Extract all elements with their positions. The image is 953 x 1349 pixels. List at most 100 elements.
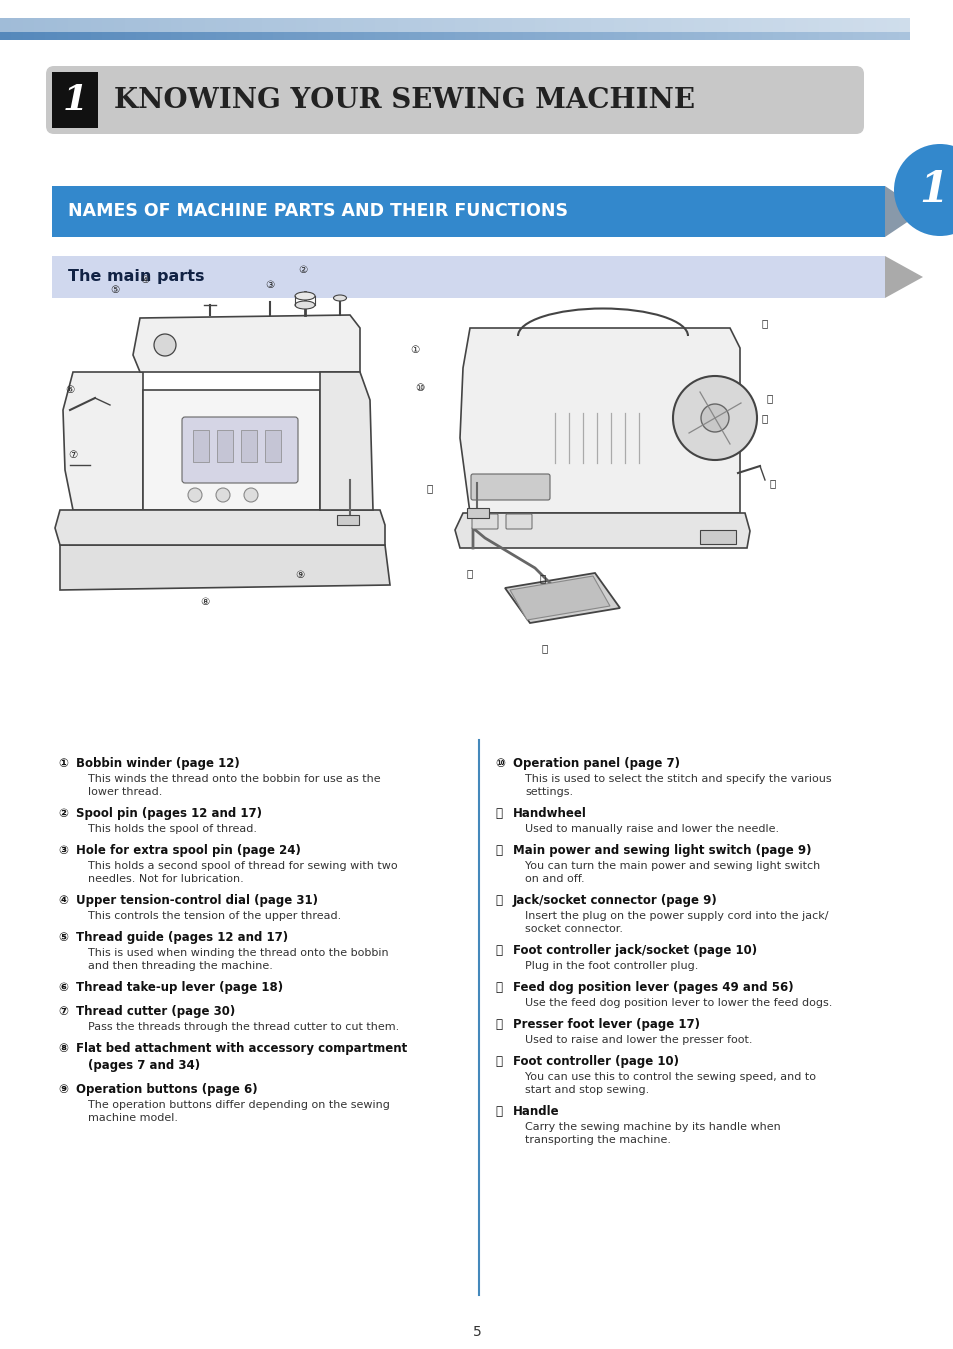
Bar — [238, 18, 250, 32]
Text: Feed dog position lever (pages 49 and 56): Feed dog position lever (pages 49 and 56… — [513, 981, 793, 994]
Bar — [102, 32, 113, 40]
Bar — [420, 18, 432, 32]
Bar — [716, 18, 727, 32]
Text: Flat bed attachment with accessory compartment: Flat bed attachment with accessory compa… — [76, 1041, 407, 1055]
Text: Pass the threads through the thread cutter to cut them.: Pass the threads through the thread cutt… — [88, 1023, 399, 1032]
Bar — [295, 32, 307, 40]
Polygon shape — [319, 372, 373, 510]
Ellipse shape — [294, 301, 314, 309]
Bar — [648, 18, 659, 32]
Text: ⑧: ⑧ — [200, 598, 210, 607]
Text: The main parts: The main parts — [68, 270, 204, 285]
Text: ⑦: ⑦ — [69, 451, 77, 460]
Text: 1: 1 — [919, 169, 947, 210]
Text: Used to manually raise and lower the needle.: Used to manually raise and lower the nee… — [524, 824, 779, 834]
Text: ⑪: ⑪ — [495, 807, 501, 820]
Text: ⑭: ⑭ — [539, 573, 545, 583]
Text: Jack/socket connector (page 9): Jack/socket connector (page 9) — [513, 894, 717, 907]
Bar — [386, 32, 397, 40]
Bar — [113, 32, 125, 40]
Polygon shape — [876, 186, 923, 237]
Bar — [625, 32, 637, 40]
Bar — [193, 18, 205, 32]
Bar — [330, 18, 341, 32]
Text: transporting the machine.: transporting the machine. — [524, 1135, 670, 1145]
Bar — [568, 32, 579, 40]
Text: You can turn the main power and sewing light switch: You can turn the main power and sewing l… — [524, 861, 820, 871]
Text: ⑱: ⑱ — [761, 318, 767, 328]
FancyBboxPatch shape — [471, 473, 550, 500]
Bar — [512, 32, 522, 40]
Text: (pages 7 and 34): (pages 7 and 34) — [88, 1059, 200, 1072]
Text: This winds the thread onto the bobbin for use as the: This winds the thread onto the bobbin fo… — [88, 774, 380, 784]
Bar — [353, 32, 364, 40]
Bar — [216, 430, 233, 461]
Text: This holds a second spool of thread for sewing with two: This holds a second spool of thread for … — [88, 861, 397, 871]
Bar — [796, 18, 807, 32]
Polygon shape — [60, 545, 390, 590]
Bar — [591, 18, 602, 32]
Text: ⑫: ⑫ — [426, 483, 433, 492]
Text: ③: ③ — [58, 844, 68, 857]
Text: KNOWING YOUR SEWING MACHINE: KNOWING YOUR SEWING MACHINE — [113, 86, 695, 113]
Bar — [784, 32, 796, 40]
Bar — [545, 18, 557, 32]
Bar — [875, 32, 886, 40]
Bar — [898, 32, 909, 40]
Text: on and off.: on and off. — [524, 874, 584, 884]
Bar — [216, 18, 227, 32]
Text: ②: ② — [58, 807, 68, 820]
Bar — [863, 18, 875, 32]
Text: Insert the plug on the power supply cord into the jack/: Insert the plug on the power supply cord… — [524, 911, 827, 921]
Bar — [637, 32, 648, 40]
Bar — [364, 18, 375, 32]
Circle shape — [215, 488, 230, 502]
Bar — [23, 32, 34, 40]
Text: The operation buttons differ depending on the sewing: The operation buttons differ depending o… — [88, 1099, 390, 1110]
Text: ⑫: ⑫ — [495, 844, 501, 857]
Bar — [227, 18, 238, 32]
Text: ②: ② — [298, 264, 307, 275]
Bar — [69, 32, 79, 40]
Bar — [148, 18, 159, 32]
Bar — [761, 18, 773, 32]
Text: ⑰: ⑰ — [541, 643, 548, 653]
Bar — [466, 18, 477, 32]
Bar — [238, 32, 250, 40]
Bar — [193, 430, 209, 461]
Bar — [57, 18, 69, 32]
Polygon shape — [459, 328, 740, 513]
Bar — [852, 32, 863, 40]
Bar — [693, 32, 704, 40]
Text: 5: 5 — [472, 1325, 481, 1340]
Bar — [318, 32, 330, 40]
Circle shape — [188, 488, 202, 502]
Bar — [136, 18, 148, 32]
Bar — [489, 18, 500, 32]
Bar — [46, 32, 57, 40]
Bar — [375, 18, 386, 32]
Bar — [307, 32, 318, 40]
Bar — [148, 32, 159, 40]
FancyBboxPatch shape — [46, 66, 863, 134]
Text: ①: ① — [58, 757, 68, 770]
Bar — [522, 18, 534, 32]
Bar — [477, 18, 489, 32]
Bar — [693, 18, 704, 32]
Bar — [330, 32, 341, 40]
Polygon shape — [455, 513, 749, 548]
Text: Spool pin (pages 12 and 17): Spool pin (pages 12 and 17) — [76, 807, 262, 820]
Bar — [863, 32, 875, 40]
Bar — [318, 18, 330, 32]
Bar — [466, 32, 477, 40]
FancyBboxPatch shape — [472, 514, 497, 529]
Bar — [295, 18, 307, 32]
Text: ⑬: ⑬ — [495, 894, 501, 907]
Text: ⑨: ⑨ — [295, 571, 304, 580]
Bar — [23, 18, 34, 32]
Text: Thread cutter (page 30): Thread cutter (page 30) — [76, 1005, 235, 1018]
Bar — [455, 32, 466, 40]
Bar — [432, 18, 443, 32]
Text: This holds the spool of thread.: This holds the spool of thread. — [88, 824, 256, 834]
Text: Operation panel (page 7): Operation panel (page 7) — [513, 757, 679, 770]
